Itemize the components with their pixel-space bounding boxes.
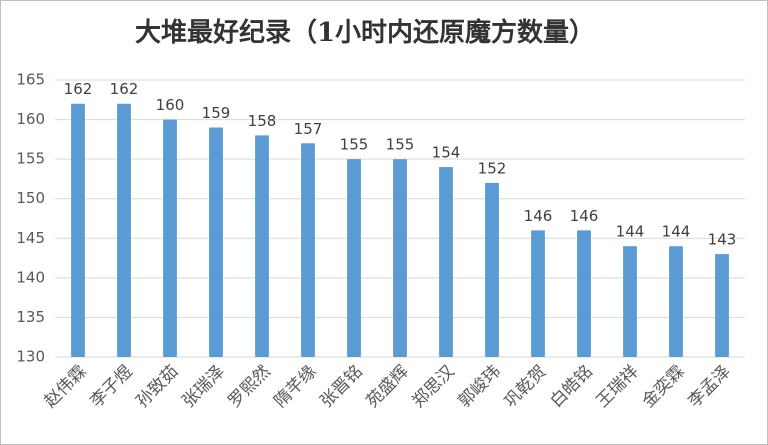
data-label: 157 [294, 120, 323, 138]
bar [623, 246, 637, 357]
bar [163, 119, 177, 357]
bar [669, 246, 683, 357]
bar [117, 103, 131, 357]
data-label: 146 [524, 207, 553, 225]
bar [439, 167, 453, 357]
data-label: 155 [386, 136, 415, 154]
data-label: 154 [432, 144, 461, 162]
y-tick-label: 140 [16, 268, 45, 286]
bar [71, 103, 85, 357]
y-tick-label: 130 [16, 348, 45, 366]
data-label: 160 [156, 96, 185, 114]
data-label: 144 [662, 223, 691, 241]
bar [209, 127, 223, 357]
data-label: 162 [110, 80, 139, 98]
bar [715, 254, 729, 357]
data-label: 146 [570, 207, 599, 225]
data-label: 152 [478, 159, 507, 177]
bar [301, 143, 315, 357]
chart-title: 大堆最好纪录（1小时内还原魔方数量） [135, 17, 595, 48]
y-tick-label: 160 [16, 110, 45, 128]
data-label: 144 [616, 223, 645, 241]
bar [531, 230, 545, 357]
data-label: 155 [340, 136, 369, 154]
data-label: 162 [64, 80, 93, 98]
y-tick-label: 145 [16, 229, 45, 247]
bar [255, 135, 269, 357]
bar [485, 182, 499, 357]
data-label: 143 [708, 231, 737, 249]
y-tick-label: 155 [16, 150, 45, 168]
y-tick-label: 150 [16, 189, 45, 207]
data-label: 159 [202, 104, 231, 122]
data-label: 158 [248, 112, 277, 130]
y-tick-label: 165 [16, 71, 45, 89]
bar [577, 230, 591, 357]
y-tick-label: 135 [16, 308, 45, 326]
bar [347, 159, 361, 357]
bar [393, 159, 407, 357]
